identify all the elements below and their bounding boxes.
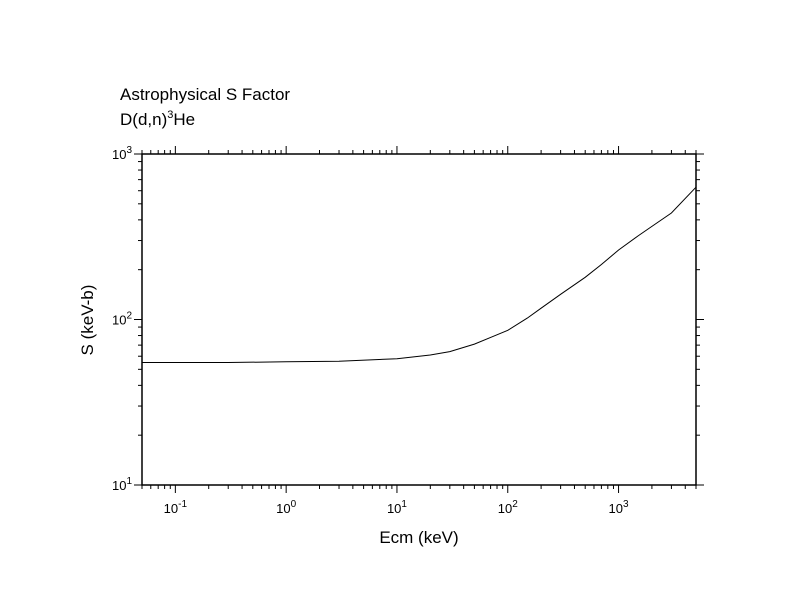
chart-subtitle-superscript: 3: [167, 109, 173, 121]
y-tick-label-base: 10: [112, 147, 126, 162]
y-tick-label-exponent: 2: [126, 311, 132, 322]
x-tick-label-exponent: 0: [291, 499, 297, 510]
y-tick-label-base: 10: [112, 313, 126, 328]
x-tick-label: 102: [498, 499, 518, 516]
chart-subtitle-suffix: He: [173, 110, 195, 129]
x-tick-label-exponent: 1: [401, 499, 407, 510]
y-tick-label: 101: [112, 476, 132, 493]
y-tick-label: 103: [112, 145, 132, 162]
x-tick-label-base: 10: [164, 501, 178, 516]
tick-marks: [134, 146, 704, 493]
x-tick-label-exponent: 3: [623, 499, 629, 510]
x-tick-label: 10-1: [164, 499, 188, 516]
x-tick-label-exponent: 2: [512, 499, 518, 510]
x-tick-label: 100: [276, 499, 296, 516]
plot-frame: [141, 153, 697, 486]
x-axis-label: Ecm (keV): [379, 528, 458, 547]
y-tick-label-exponent: 3: [126, 145, 132, 156]
x-tick-label-base: 10: [276, 501, 290, 516]
chart-title: Astrophysical S Factor: [120, 85, 290, 104]
y-axis-label: S (keV-b): [78, 285, 97, 356]
chart-subtitle-base: D(d,n): [120, 110, 167, 129]
x-tick-label: 101: [387, 499, 407, 516]
y-tick-label: 102: [112, 311, 132, 328]
s-factor-curve: [142, 186, 697, 363]
x-tick-label-base: 10: [387, 501, 401, 516]
y-tick-label-base: 10: [112, 478, 126, 493]
x-tick-label-base: 10: [609, 501, 623, 516]
x-tick-label-exponent: -1: [178, 499, 187, 510]
chart-subtitle: D(d,n)3He: [120, 109, 195, 129]
x-tick-label: 103: [609, 499, 629, 516]
x-tick-label-base: 10: [498, 501, 512, 516]
y-tick-label-exponent: 1: [126, 476, 132, 487]
